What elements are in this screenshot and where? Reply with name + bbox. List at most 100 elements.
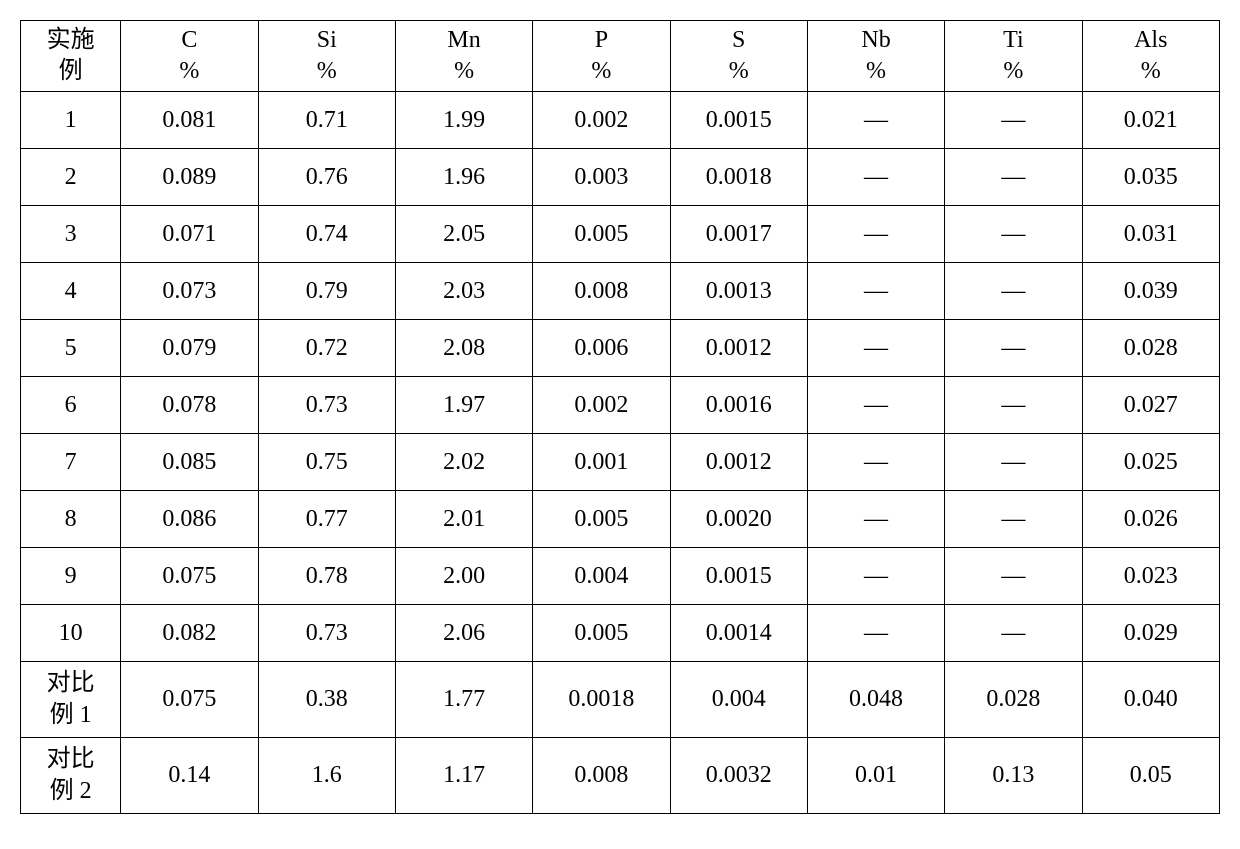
table-row: 对比例 10.0750.381.770.00180.0040.0480.0280… — [21, 662, 1220, 738]
cell-c: 0.14 — [121, 738, 258, 814]
cell-si: 0.78 — [258, 548, 395, 605]
row-label: 1 — [21, 92, 121, 149]
header-line1: Mn — [447, 27, 480, 53]
row-label-line1: 对比 — [47, 746, 95, 772]
header-line1: Ti — [1003, 27, 1023, 53]
row-label: 对比例 1 — [21, 662, 121, 738]
cell-si: 1.6 — [258, 738, 395, 814]
row-label-line2: 例 2 — [50, 778, 92, 804]
row-label: 8 — [21, 491, 121, 548]
cell-p: 0.002 — [533, 377, 670, 434]
cell-s: 0.0020 — [670, 491, 807, 548]
header-line2: % — [808, 56, 944, 87]
cell-nb: — — [807, 149, 944, 206]
composition-table: 实施 例 C % Si % Mn % P % S % — [20, 20, 1220, 814]
col-header-ti: Ti % — [945, 21, 1082, 92]
row-label-line1: 对比 — [47, 670, 95, 696]
col-header-mn: Mn % — [395, 21, 532, 92]
cell-p: 0.005 — [533, 605, 670, 662]
header-line2: % — [121, 56, 257, 87]
row-label: 3 — [21, 206, 121, 263]
cell-als: 0.029 — [1082, 605, 1219, 662]
row-label: 6 — [21, 377, 121, 434]
row-label: 5 — [21, 320, 121, 377]
header-line1: S — [732, 27, 745, 53]
cell-nb: 0.01 — [807, 738, 944, 814]
cell-c: 0.075 — [121, 548, 258, 605]
table-row: 60.0780.731.970.0020.0016——0.027 — [21, 377, 1220, 434]
header-row: 实施 例 C % Si % Mn % P % S % — [21, 21, 1220, 92]
header-line2: 例 — [21, 56, 120, 87]
cell-ti: — — [945, 206, 1082, 263]
cell-mn: 2.02 — [395, 434, 532, 491]
cell-ti: — — [945, 92, 1082, 149]
header-line2: % — [533, 56, 669, 87]
cell-c: 0.086 — [121, 491, 258, 548]
cell-si: 0.73 — [258, 605, 395, 662]
table-row: 40.0730.792.030.0080.0013——0.039 — [21, 263, 1220, 320]
cell-ti: 0.028 — [945, 662, 1082, 738]
cell-p: 0.002 — [533, 92, 670, 149]
cell-si: 0.74 — [258, 206, 395, 263]
cell-si: 0.79 — [258, 263, 395, 320]
col-header-si: Si % — [258, 21, 395, 92]
cell-nb: — — [807, 548, 944, 605]
header-line1: Nb — [861, 27, 890, 53]
table-row: 80.0860.772.010.0050.0020——0.026 — [21, 491, 1220, 548]
cell-mn: 1.17 — [395, 738, 532, 814]
cell-als: 0.021 — [1082, 92, 1219, 149]
table-row: 50.0790.722.080.0060.0012——0.028 — [21, 320, 1220, 377]
cell-p: 0.005 — [533, 491, 670, 548]
cell-als: 0.035 — [1082, 149, 1219, 206]
cell-mn: 1.96 — [395, 149, 532, 206]
cell-c: 0.085 — [121, 434, 258, 491]
cell-ti: — — [945, 548, 1082, 605]
header-line2: % — [259, 56, 395, 87]
col-header-c: C % — [121, 21, 258, 92]
cell-c: 0.079 — [121, 320, 258, 377]
header-line1: 实施 — [47, 27, 95, 53]
row-label: 对比例 2 — [21, 738, 121, 814]
cell-s: 0.0017 — [670, 206, 807, 263]
cell-ti: — — [945, 149, 1082, 206]
cell-nb: — — [807, 263, 944, 320]
cell-c: 0.073 — [121, 263, 258, 320]
header-line1: C — [181, 27, 197, 53]
table-body: 10.0810.711.990.0020.0015——0.02120.0890.… — [21, 92, 1220, 814]
cell-s: 0.0018 — [670, 149, 807, 206]
header-line1: Als — [1134, 27, 1167, 53]
cell-mn: 2.08 — [395, 320, 532, 377]
cell-s: 0.0014 — [670, 605, 807, 662]
cell-si: 0.73 — [258, 377, 395, 434]
cell-nb: — — [807, 377, 944, 434]
cell-p: 0.005 — [533, 206, 670, 263]
row-label: 9 — [21, 548, 121, 605]
cell-nb: 0.048 — [807, 662, 944, 738]
table-row: 20.0890.761.960.0030.0018——0.035 — [21, 149, 1220, 206]
cell-s: 0.004 — [670, 662, 807, 738]
col-header-s: S % — [670, 21, 807, 92]
cell-c: 0.078 — [121, 377, 258, 434]
cell-ti: — — [945, 377, 1082, 434]
cell-nb: — — [807, 491, 944, 548]
cell-nb: — — [807, 320, 944, 377]
row-label: 4 — [21, 263, 121, 320]
cell-ti: — — [945, 491, 1082, 548]
cell-nb: — — [807, 434, 944, 491]
cell-si: 0.72 — [258, 320, 395, 377]
cell-c: 0.089 — [121, 149, 258, 206]
col-header-nb: Nb % — [807, 21, 944, 92]
table-row: 10.0810.711.990.0020.0015——0.021 — [21, 92, 1220, 149]
header-line2: % — [1083, 56, 1219, 87]
row-label: 2 — [21, 149, 121, 206]
cell-s: 0.0012 — [670, 434, 807, 491]
cell-c: 0.082 — [121, 605, 258, 662]
cell-si: 0.75 — [258, 434, 395, 491]
table-row: 90.0750.782.000.0040.0015——0.023 — [21, 548, 1220, 605]
cell-s: 0.0015 — [670, 92, 807, 149]
cell-p: 0.006 — [533, 320, 670, 377]
cell-c: 0.071 — [121, 206, 258, 263]
table-row: 70.0850.752.020.0010.0012——0.025 — [21, 434, 1220, 491]
cell-nb: — — [807, 92, 944, 149]
col-header-p: P % — [533, 21, 670, 92]
